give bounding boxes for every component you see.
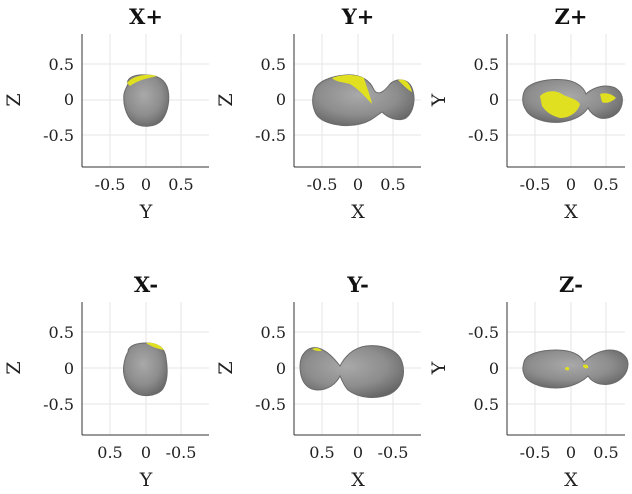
- x-tick-label: 0: [353, 443, 363, 462]
- y-tick-label: 0.5: [49, 55, 74, 74]
- y-tick-label: -0.5: [43, 126, 74, 145]
- y-axis-label: Y: [428, 361, 450, 375]
- y-tick-label: -0.5: [468, 323, 499, 342]
- y-axis-label: Z: [215, 361, 237, 374]
- y-tick-label: -0.5: [43, 395, 74, 414]
- y-tick-label: 0: [489, 359, 499, 378]
- y-axis-label: Z: [3, 93, 25, 106]
- y-tick-label: 0: [276, 90, 286, 109]
- panel-title: X+: [129, 4, 163, 29]
- x-tick-label: 0.5: [593, 443, 618, 462]
- x-tick-label: 0.5: [309, 443, 334, 462]
- y-axis-label: Y: [428, 93, 450, 107]
- shape-comet-x-plus: [123, 74, 170, 127]
- y-tick-label: 0.5: [474, 55, 499, 74]
- y-tick-label: 0.5: [261, 55, 286, 74]
- x-tick-label: -0.5: [95, 175, 126, 194]
- panel-z-minus: Z- -0.5 0 0.5 -0.5 0 0.5 X Y: [428, 272, 629, 491]
- x-tick-label: -0.5: [520, 175, 551, 194]
- y-tick-label: 0.5: [261, 323, 286, 342]
- x-tick-label: 0: [566, 443, 576, 462]
- shape-comet-y-plus: [312, 74, 415, 127]
- x-tick-label: -0.5: [166, 443, 197, 462]
- y-tick-label: 0.5: [474, 395, 499, 414]
- y-tick-label: 0: [64, 359, 74, 378]
- x-tick-label: 0: [141, 175, 151, 194]
- x-axis-label: X: [564, 469, 578, 491]
- x-axis-label: Y: [139, 469, 153, 491]
- x-axis-label: X: [351, 469, 365, 491]
- shape-comet-z-minus: [522, 349, 629, 389]
- y-tick-label: 0.5: [49, 323, 74, 342]
- panel-x-minus: X- 0.5 0 -0.5 0.5 0 -0.5 Y Z: [3, 272, 209, 491]
- x-axis-label: X: [351, 201, 365, 223]
- y-tick-label: -0.5: [255, 126, 286, 145]
- panel-title: Y-: [346, 272, 369, 297]
- panel-title: X-: [134, 272, 158, 297]
- panel-title: Z+: [555, 4, 588, 29]
- x-tick-label: 0.5: [97, 443, 122, 462]
- x-tick-label: 0.5: [168, 175, 193, 194]
- x-axis-label: Y: [139, 201, 153, 223]
- y-tick-label: -0.5: [255, 395, 286, 414]
- panel-y-plus: Y+ -0.5 0 0.5 0.5 0 -0.5 X Z: [215, 4, 421, 223]
- shape-comet-y-minus: [299, 345, 404, 398]
- shape-comet-x-minus: [123, 342, 168, 397]
- panel-title: Z-: [559, 272, 583, 297]
- x-axis-label: X: [564, 201, 578, 223]
- x-tick-label: 0: [141, 443, 151, 462]
- panel-title: Y+: [341, 4, 375, 29]
- y-axis-label: Z: [215, 93, 237, 106]
- y-tick-label: -0.5: [468, 126, 499, 145]
- x-tick-label: 0: [566, 175, 576, 194]
- x-tick-label: -0.5: [378, 443, 409, 462]
- grid: [82, 302, 209, 435]
- x-tick-label: 0.5: [380, 175, 405, 194]
- x-tick-label: -0.5: [307, 175, 338, 194]
- x-tick-label: 0: [353, 175, 363, 194]
- y-tick-label: 0: [489, 90, 499, 109]
- x-tick-label: 0.5: [593, 175, 618, 194]
- panel-z-plus: Z+ -0.5 0 0.5 0.5 0 -0.5 X Y: [428, 4, 625, 223]
- y-tick-label: 0: [64, 90, 74, 109]
- panel-x-plus: X+ -0.5 0 0.5 0.5 0 -0.5 Y Z: [3, 4, 209, 223]
- shape-comet-z-plus: [522, 79, 623, 123]
- panel-y-minus: Y- 0.5 0 -0.5 0.5 0 -0.5 X Z: [215, 272, 421, 491]
- y-axis-label: Z: [3, 361, 25, 374]
- x-tick-label: -0.5: [520, 443, 551, 462]
- y-tick-label: 0: [276, 359, 286, 378]
